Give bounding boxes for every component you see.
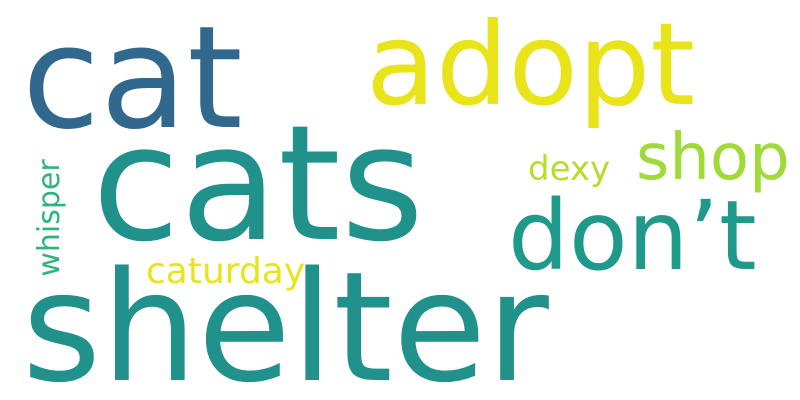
word-caturday: caturday (146, 251, 306, 292)
word-shop: shop (636, 121, 790, 195)
word-cat: cat (22, 0, 243, 161)
word-cats: cats (92, 90, 425, 277)
word-dont: don’t (508, 180, 757, 292)
word-adopt: adopt (366, 0, 696, 131)
word-shelter: shelter (22, 239, 549, 400)
word-dexy: dexy (528, 149, 611, 189)
word-whisper: whisper (32, 159, 67, 277)
